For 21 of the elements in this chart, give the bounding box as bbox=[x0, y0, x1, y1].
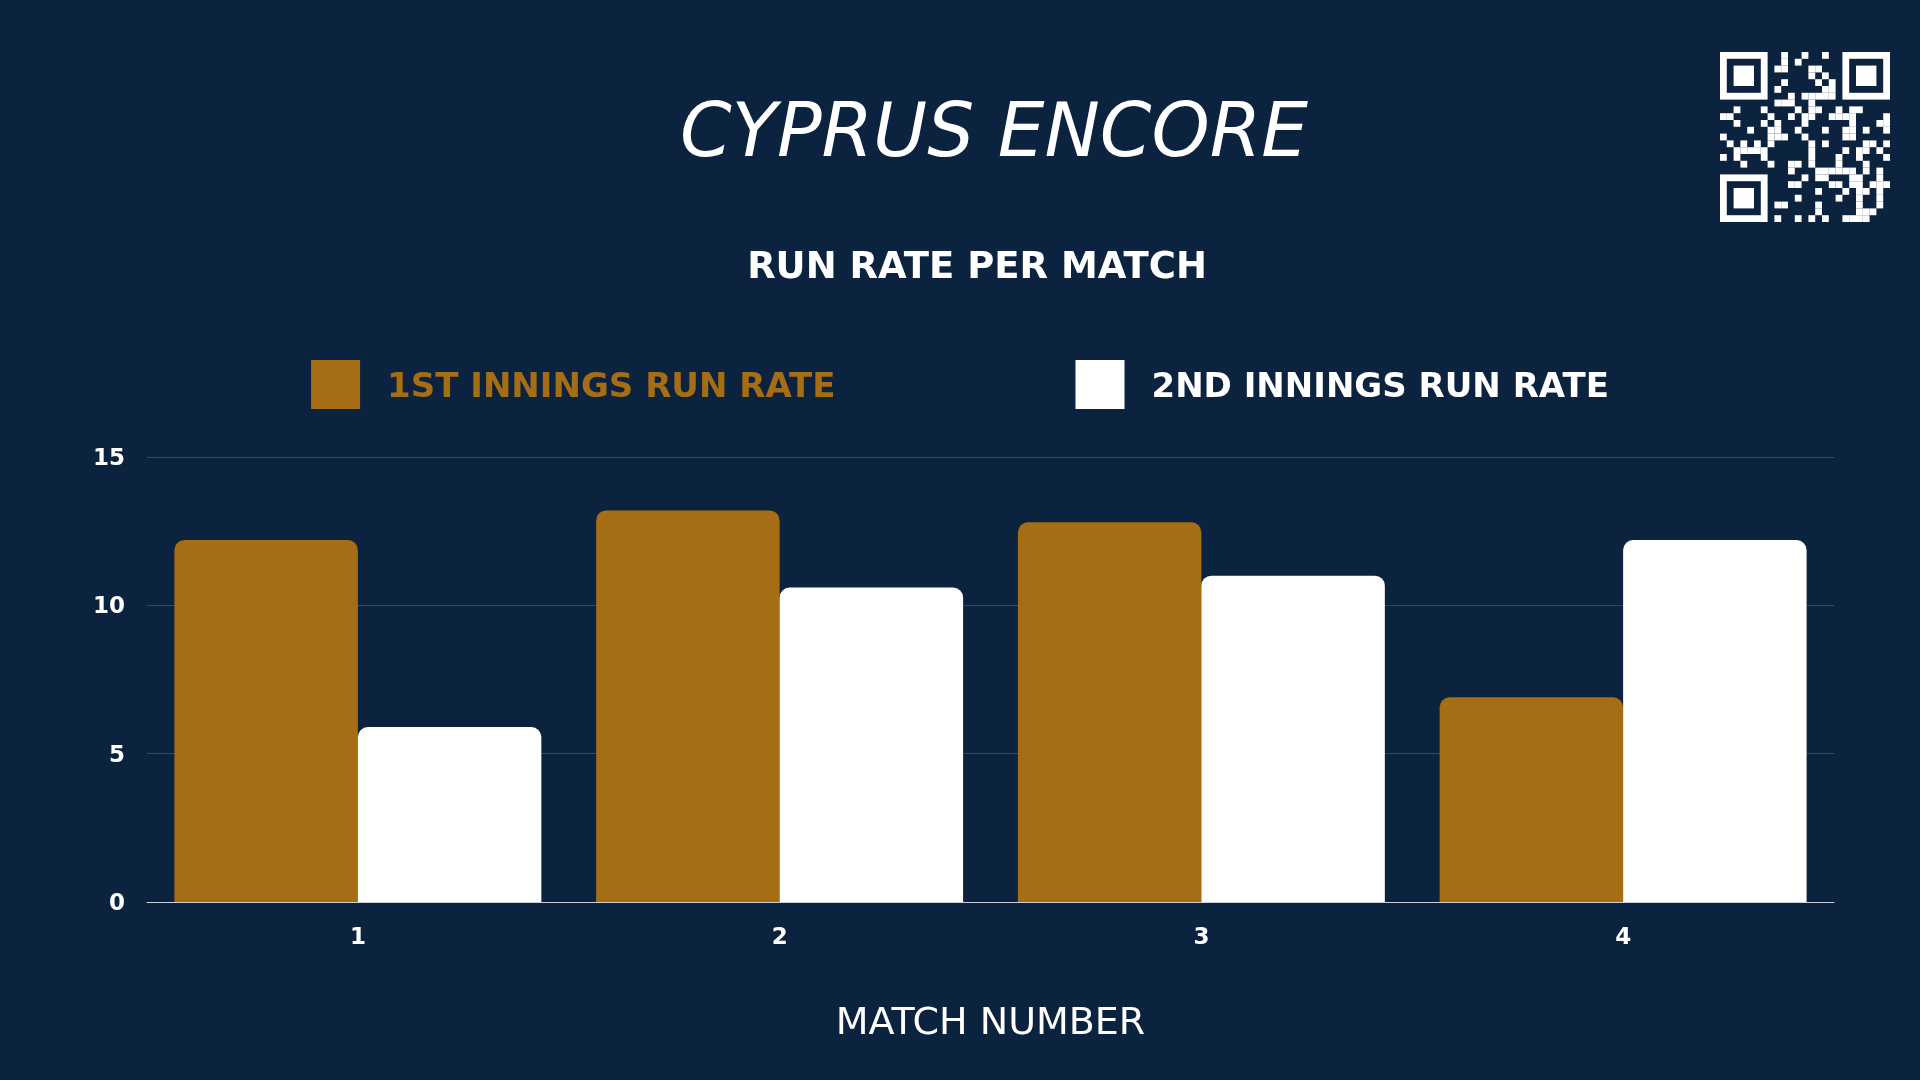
bar bbox=[596, 510, 780, 902]
chart-title: CYPRUS ENCORE bbox=[680, 87, 1309, 173]
x-axis-title: MATCH NUMBER bbox=[835, 999, 1146, 1043]
y-tick-label: 10 bbox=[92, 592, 125, 619]
bar bbox=[174, 540, 358, 902]
bar bbox=[1017, 522, 1202, 902]
bar bbox=[1201, 575, 1385, 902]
y-tick-label: 0 bbox=[108, 889, 125, 915]
x-tick-label: 3 bbox=[1193, 922, 1210, 949]
bar bbox=[1623, 540, 1807, 902]
y-tick-label: 5 bbox=[108, 740, 125, 767]
x-tick-label: 2 bbox=[771, 922, 788, 949]
bar bbox=[1439, 697, 1624, 902]
x-tick-label: 4 bbox=[1615, 922, 1632, 949]
y-tick-label: 15 bbox=[92, 444, 125, 470]
x-tick-label: 1 bbox=[349, 922, 366, 949]
chart-subtitle: RUN RATE PER MATCH bbox=[747, 244, 1207, 287]
legend-label: 2ND INNINGS RUN RATE bbox=[1151, 364, 1609, 405]
legend-label: 1ST INNINGS RUN RATE bbox=[387, 364, 836, 405]
bar bbox=[779, 587, 964, 902]
bar bbox=[357, 726, 542, 902]
